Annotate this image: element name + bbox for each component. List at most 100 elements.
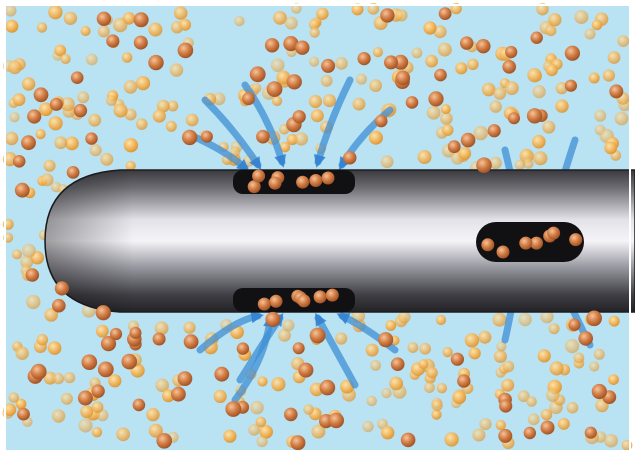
- light-particle: [248, 424, 260, 436]
- light-particle: [48, 5, 63, 20]
- light-particle: [48, 116, 63, 131]
- light-particle: [12, 249, 22, 260]
- light-particle: [123, 80, 138, 94]
- light-particle: [7, 60, 22, 75]
- light-particle: [555, 82, 568, 95]
- light-particle: [279, 141, 291, 153]
- dark-particle: [52, 298, 66, 313]
- light-particle: [155, 378, 169, 393]
- light-particle: [352, 97, 366, 111]
- light-particle: [21, 77, 36, 91]
- light-particle: [52, 372, 65, 385]
- light-particle: [308, 19, 320, 30]
- light-particle: [97, 25, 110, 38]
- light-particle: [523, 158, 534, 169]
- light-particle: [250, 400, 264, 415]
- light-particle: [311, 424, 326, 439]
- light-particle: [35, 129, 46, 140]
- flow-arrow-head: [236, 159, 250, 173]
- dark-particle: [268, 176, 282, 190]
- light-particle: [542, 120, 556, 134]
- light-particle: [80, 405, 94, 419]
- light-particle: [458, 146, 472, 160]
- light-particle: [213, 389, 227, 403]
- light-particle: [537, 349, 551, 363]
- dark-particle: [460, 36, 474, 50]
- light-particle: [40, 173, 54, 187]
- light-particle: [380, 155, 394, 169]
- light-particle: [545, 25, 557, 37]
- light-particle: [502, 360, 515, 373]
- light-particle: [501, 378, 515, 392]
- light-particle: [536, 3, 549, 16]
- dark-particle: [156, 433, 172, 449]
- flow-arrow-head: [274, 153, 287, 168]
- light-particle: [78, 418, 93, 433]
- light-particle: [257, 376, 268, 387]
- light-particle: [608, 374, 619, 385]
- dark-particle: [266, 81, 283, 97]
- dark-particle: [374, 114, 388, 128]
- light-particle: [148, 22, 163, 37]
- light-particle: [431, 399, 443, 412]
- dark-particle: [265, 311, 281, 327]
- light-particle: [426, 367, 438, 379]
- light-particle: [366, 395, 378, 407]
- light-particle: [255, 416, 267, 428]
- light-particle: [36, 22, 48, 33]
- dark-particle: [247, 180, 261, 194]
- light-particle: [51, 409, 66, 423]
- light-particle: [608, 315, 620, 327]
- dark-particle: [295, 40, 310, 55]
- dark-particle: [284, 407, 298, 422]
- light-particle: [527, 413, 540, 426]
- light-particle: [60, 53, 71, 65]
- flow-arrow: [314, 76, 354, 166]
- light-particle: [54, 44, 67, 57]
- dark-particle: [171, 386, 186, 402]
- light-particle: [555, 99, 569, 113]
- dark-particle: [498, 428, 513, 443]
- dark-particle: [269, 294, 283, 308]
- dark-particle: [70, 71, 84, 84]
- dark-particle: [460, 132, 476, 148]
- dark-particle: [296, 175, 310, 189]
- light-particle: [234, 15, 245, 27]
- image-border: [4, 4, 631, 452]
- light-particle: [165, 120, 177, 132]
- needle: [44, 169, 635, 313]
- light-particle: [3, 403, 17, 417]
- light-particle: [212, 92, 226, 106]
- light-particle: [489, 100, 502, 113]
- light-particle: [173, 6, 188, 20]
- light-particle: [385, 320, 397, 331]
- light-particle: [591, 19, 603, 31]
- light-particle: [89, 144, 102, 157]
- dark-particle: [283, 36, 299, 52]
- light-particle: [77, 91, 90, 104]
- light-particle: [95, 324, 109, 338]
- light-particle: [425, 54, 438, 68]
- dark-particle: [97, 361, 114, 378]
- light-particle: [125, 160, 136, 171]
- dark-particle: [242, 92, 255, 106]
- dark-particle: [95, 305, 111, 321]
- dark-particle: [380, 8, 395, 23]
- dark-particle: [225, 401, 242, 417]
- light-particle: [549, 361, 564, 376]
- light-particle: [156, 99, 170, 113]
- light-particle: [309, 56, 320, 67]
- light-particle: [278, 329, 291, 342]
- light-particle: [320, 74, 333, 87]
- dark-particle: [152, 332, 166, 346]
- dark-particle: [564, 45, 581, 61]
- light-particle: [473, 125, 488, 141]
- dark-particle: [496, 245, 510, 259]
- light-particle: [492, 312, 507, 327]
- light-particle: [545, 64, 558, 77]
- light-particle: [5, 19, 19, 33]
- light-particle: [136, 76, 151, 91]
- light-particle: [351, 3, 364, 16]
- dark-particle: [27, 109, 42, 124]
- light-particle: [271, 377, 286, 392]
